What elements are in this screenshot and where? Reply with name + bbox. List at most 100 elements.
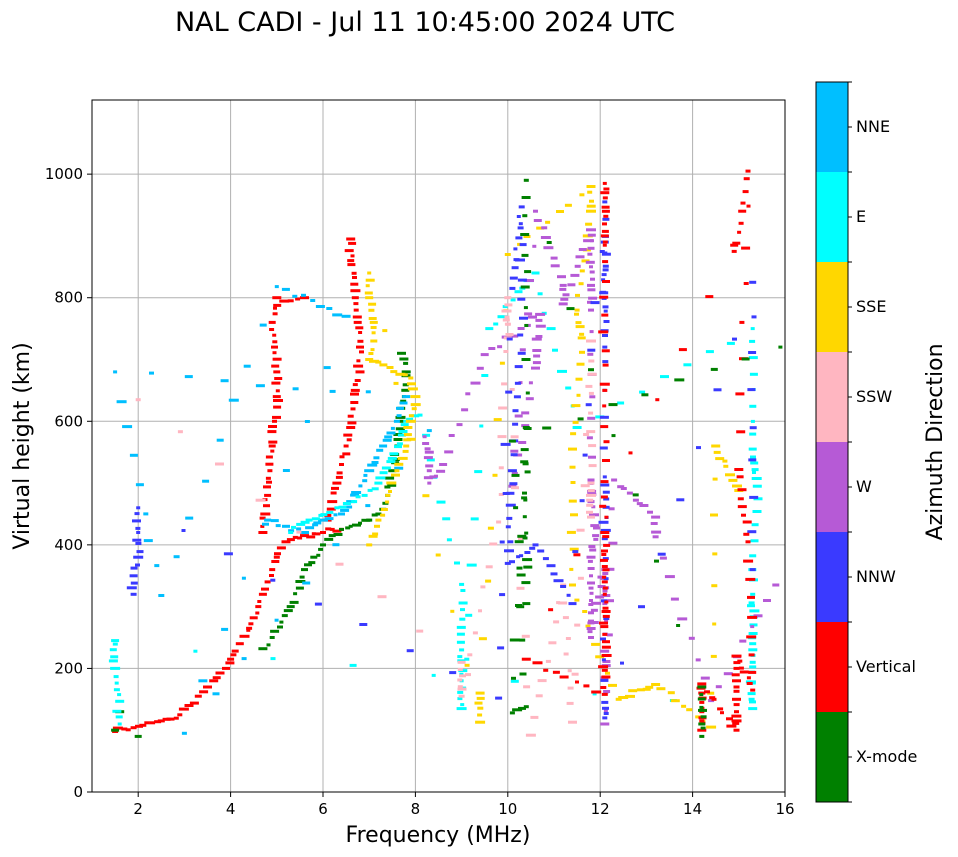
- echo-point: [272, 419, 277, 423]
- echo-point: [387, 456, 397, 460]
- echo-point: [602, 181, 607, 185]
- echo-point: [296, 527, 302, 531]
- echo-point: [599, 295, 609, 299]
- echo-point: [503, 350, 509, 353]
- echo-point: [536, 226, 545, 230]
- echo-point: [136, 531, 141, 534]
- echo-point: [676, 498, 685, 502]
- echo-point: [712, 477, 718, 481]
- echo-point: [365, 284, 370, 288]
- echo-point: [720, 711, 724, 715]
- echo-point: [585, 403, 592, 407]
- echo-point: [740, 201, 746, 205]
- echo-point: [700, 715, 707, 719]
- echo-point: [434, 474, 438, 478]
- echo-point: [600, 495, 608, 499]
- echo-point: [556, 210, 564, 213]
- echo-point: [602, 716, 608, 720]
- colorbar: X-mode Vertical NNW W SSW SSE E NNE: [815, 81, 917, 803]
- echo-point: [738, 209, 747, 213]
- echo-point: [533, 354, 541, 358]
- echo-point: [485, 579, 492, 583]
- echo-point: [271, 560, 280, 563]
- echo-point: [747, 615, 758, 619]
- echo-point: [708, 699, 715, 703]
- echo-point: [135, 526, 141, 530]
- echo-point: [517, 297, 526, 301]
- echo-point: [699, 719, 705, 723]
- echo-point: [595, 655, 605, 659]
- echo-point: [731, 714, 742, 718]
- echo-point: [748, 653, 755, 657]
- echo-point: [135, 542, 142, 545]
- echo-point: [601, 565, 608, 568]
- echo-point: [305, 518, 313, 522]
- echo-point: [518, 222, 523, 226]
- echo-point: [136, 506, 141, 510]
- echo-point: [475, 720, 486, 724]
- echo-point: [519, 243, 527, 247]
- echo-point: [737, 488, 747, 492]
- echo-point: [710, 513, 718, 517]
- echo-point: [651, 683, 661, 686]
- echo-point: [510, 679, 519, 683]
- echo-point: [519, 554, 524, 558]
- echo-point: [465, 392, 471, 396]
- echo-point: [274, 285, 279, 289]
- echo-point: [587, 416, 596, 420]
- echo-point: [599, 446, 608, 450]
- echo-point: [604, 619, 609, 623]
- echo-point: [750, 327, 755, 331]
- echo-point: [521, 253, 529, 257]
- echo-point: [697, 728, 707, 732]
- echo-point: [407, 387, 418, 391]
- echo-point: [288, 529, 295, 533]
- echo-point: [239, 634, 250, 638]
- echo-point: [595, 595, 605, 599]
- echo-point: [269, 574, 274, 577]
- echo-point: [517, 226, 524, 230]
- echo-point: [493, 322, 499, 326]
- echo-point: [498, 493, 504, 496]
- echo-point: [313, 521, 322, 525]
- echo-point: [604, 515, 609, 519]
- echo-point: [711, 584, 718, 588]
- echo-point: [350, 254, 355, 258]
- echo-point: [604, 600, 609, 604]
- echo-point: [681, 704, 687, 708]
- echo-point: [380, 508, 388, 511]
- echo-point: [752, 471, 756, 474]
- echo-point: [394, 462, 404, 466]
- echo-point: [410, 403, 421, 407]
- colorbar-swatch: [816, 712, 848, 802]
- echo-point: [422, 494, 430, 498]
- echo-point: [485, 327, 494, 331]
- echo-point: [593, 537, 599, 541]
- echo-point: [324, 537, 334, 541]
- echo-point: [403, 426, 413, 429]
- echo-point: [202, 479, 210, 483]
- echo-point: [283, 609, 293, 613]
- echo-point: [272, 357, 282, 361]
- echo-point: [566, 593, 571, 597]
- echo-point: [741, 513, 746, 517]
- echo-point: [402, 395, 411, 399]
- echo-point: [537, 292, 543, 296]
- echo-point: [533, 219, 542, 222]
- echo-point: [499, 593, 506, 597]
- echo-point: [603, 577, 609, 581]
- echo-point: [255, 384, 265, 388]
- echo-point: [519, 638, 526, 642]
- echo-point: [582, 610, 588, 613]
- x-tick-label: 10: [498, 800, 517, 818]
- echo-point: [516, 573, 526, 577]
- echo-point: [403, 361, 409, 365]
- y-tick-label: 800: [54, 289, 83, 307]
- echo-point: [457, 678, 463, 682]
- echo-point: [130, 726, 137, 730]
- echo-point: [198, 679, 208, 683]
- echo-point: [475, 691, 485, 695]
- echo-point: [514, 290, 523, 294]
- echo-point: [499, 361, 505, 365]
- echo-point: [602, 706, 609, 710]
